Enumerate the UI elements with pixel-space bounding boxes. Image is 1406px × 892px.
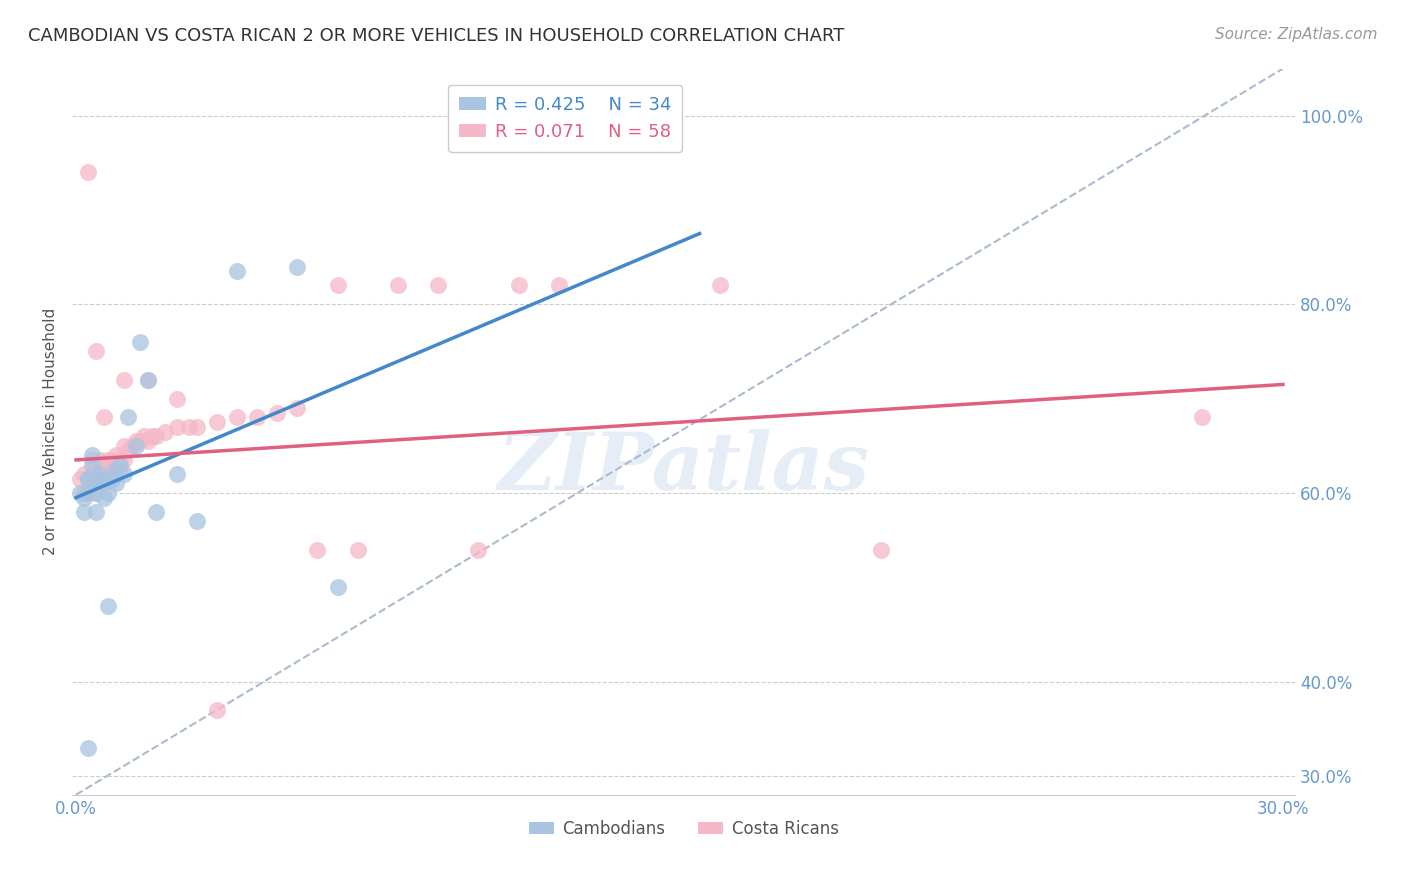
Point [138,373,160,387]
Point [177,420,200,434]
Point [134,429,156,443]
Point [84,486,107,500]
Point [709,278,731,293]
Point [93,472,115,486]
Point [82,448,104,462]
Point [326,278,349,293]
Point [226,410,249,425]
Legend: Cambodians, Costa Ricans: Cambodians, Costa Ricans [522,814,845,845]
Point [121,439,143,453]
Point [97,599,120,613]
Point [125,439,148,453]
Point [110,458,132,472]
Point [117,443,139,458]
Point [186,514,208,528]
Point [387,278,409,293]
Point [145,429,167,443]
Point [93,458,115,472]
Point [73,505,96,519]
Point [326,580,349,594]
Point [166,392,188,406]
Point [97,472,120,486]
Point [105,476,128,491]
Point [105,448,128,462]
Point [73,467,96,481]
Point [82,467,104,481]
Point [246,410,269,425]
Point [89,472,111,486]
Point [97,453,120,467]
Point [129,334,152,349]
Point [105,462,128,476]
Point [112,373,135,387]
Point [129,434,152,448]
Point [101,453,124,467]
Point [69,486,91,500]
Point [125,434,148,448]
Point [427,278,450,293]
Point [1191,410,1213,425]
Point [138,373,160,387]
Point [547,278,569,293]
Point [105,462,128,476]
Point [110,462,132,476]
Point [97,462,120,476]
Point [141,429,163,443]
Point [82,458,104,472]
Point [266,406,288,420]
Point [145,505,167,519]
Point [186,420,208,434]
Point [346,542,368,557]
Point [307,542,329,557]
Point [101,472,124,486]
Text: CAMBODIAN VS COSTA RICAN 2 OR MORE VEHICLES IN HOUSEHOLD CORRELATION CHART: CAMBODIAN VS COSTA RICAN 2 OR MORE VEHIC… [28,27,845,45]
Point [77,472,100,486]
Text: Source: ZipAtlas.com: Source: ZipAtlas.com [1215,27,1378,42]
Point [73,486,96,500]
Point [226,264,249,278]
Point [69,472,91,486]
Point [77,472,100,486]
Point [89,467,111,481]
Point [84,344,107,359]
Point [89,467,111,481]
Point [117,410,139,425]
Point [82,453,104,467]
Point [153,425,176,439]
Point [77,740,100,755]
Y-axis label: 2 or more Vehicles in Household: 2 or more Vehicles in Household [44,308,58,555]
Point [84,486,107,500]
Point [869,542,891,557]
Point [285,260,308,274]
Text: ZIPatlas: ZIPatlas [498,429,869,507]
Point [84,472,107,486]
Point [73,491,96,505]
Point [101,467,124,481]
Point [77,472,100,486]
Point [77,165,100,179]
Point [89,453,111,467]
Point [205,415,228,429]
Point [93,410,115,425]
Point [508,278,530,293]
Point [77,486,100,500]
Point [138,434,160,448]
Point [166,420,188,434]
Point [166,467,188,481]
Point [93,476,115,491]
Point [112,439,135,453]
Point [205,703,228,717]
Point [112,467,135,481]
Point [112,453,135,467]
Point [93,491,115,505]
Point [110,458,132,472]
Point [467,542,489,557]
Point [285,401,308,415]
Point [97,486,120,500]
Point [84,472,107,486]
Point [84,505,107,519]
Point [77,486,100,500]
